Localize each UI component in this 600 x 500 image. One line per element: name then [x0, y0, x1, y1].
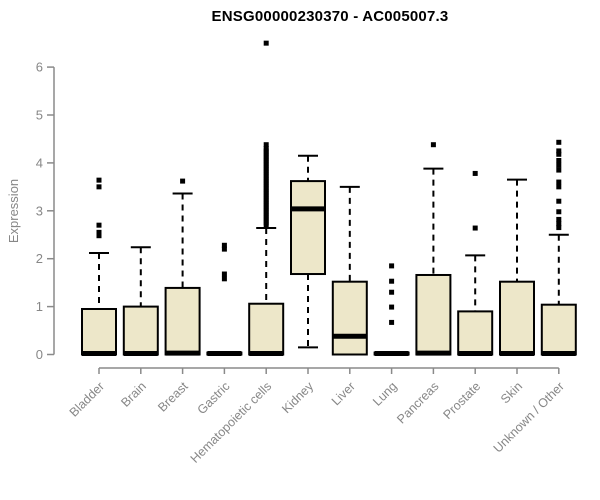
box-hematopoietic-cells — [248, 302, 285, 356]
y-tick-label-2: 2 — [36, 251, 43, 266]
outlier-hematopoietic-cells — [263, 40, 269, 46]
box-brain — [122, 305, 159, 356]
box-unknown-other — [540, 303, 577, 356]
box-liver — [331, 280, 368, 356]
outlier-pancreas — [430, 142, 436, 148]
x-tick-label-lung: Lung — [370, 379, 400, 409]
outlier-unknown-other — [556, 148, 562, 154]
outlier-unknown-other — [556, 162, 562, 168]
chart-title: ENSG00000230370 - AC005007.3 — [211, 8, 449, 25]
outlier-unknown-other — [556, 221, 562, 227]
x-tick-label-breast: Breast — [155, 379, 191, 415]
y-tick-label-5: 5 — [36, 108, 43, 123]
outlier-unknown-other — [556, 167, 562, 173]
x-tick-label-unknown-other: Unknown / Other — [491, 379, 567, 455]
outlier-unknown-other — [556, 179, 562, 185]
x-tick-label-brain: Brain — [118, 379, 149, 410]
box-bladder — [81, 307, 117, 356]
outlier-hematopoietic-cells — [263, 146, 269, 152]
y-tick-label-4: 4 — [36, 155, 43, 170]
outlier-breast — [180, 178, 186, 184]
x-tick-label-prostate: Prostate — [440, 379, 483, 422]
outlier-unknown-other — [556, 158, 562, 164]
outlier-bladder — [96, 229, 102, 235]
outlier-lung — [389, 263, 395, 269]
x-tick-label-pancreas: Pancreas — [394, 379, 441, 426]
box-pancreas — [415, 273, 452, 356]
y-tick-label-1: 1 — [36, 299, 43, 314]
outlier-bladder — [96, 184, 102, 190]
outlier-gastric — [221, 276, 227, 282]
outlier-unknown-other — [556, 225, 562, 231]
outlier-gastric — [221, 242, 227, 248]
x-tick-label-kidney: Kidney — [279, 379, 316, 416]
outlier-lung — [389, 319, 395, 325]
box-skin — [499, 280, 535, 356]
outlier-unknown-other — [556, 151, 562, 157]
outlier-gastric — [221, 246, 227, 252]
outlier-gastric — [221, 271, 227, 277]
outlier-lung — [389, 278, 395, 284]
outlier-lung — [389, 304, 395, 310]
outlier-unknown-other — [556, 216, 562, 222]
outlier-prostate — [472, 225, 478, 231]
outlier-lung — [389, 289, 395, 295]
x-tick-label-skin: Skin — [498, 379, 525, 406]
outlier-bladder — [96, 177, 102, 183]
box-prostate — [457, 310, 494, 356]
y-tick-label-0: 0 — [36, 347, 43, 362]
outlier-unknown-other — [556, 139, 562, 145]
x-tick-label-bladder: Bladder — [67, 379, 107, 419]
outlier-bladder — [96, 222, 102, 228]
box-breast — [164, 286, 201, 356]
outlier-hematopoietic-cells — [263, 142, 269, 148]
box-kidney — [290, 180, 326, 276]
outlier-unknown-other — [556, 184, 562, 190]
outlier-unknown-other — [556, 209, 562, 215]
outlier-bladder — [96, 233, 102, 239]
x-tick-label-liver: Liver — [329, 379, 358, 408]
y-tick-label-6: 6 — [36, 60, 43, 75]
y-tick-label-3: 3 — [36, 203, 43, 218]
x-tick-label-hematopoietic-cells: Hematopoietic cells — [188, 379, 275, 466]
outlier-unknown-other — [556, 198, 562, 204]
x-tick-label-gastric: Gastric — [195, 379, 233, 417]
outlier-prostate — [472, 170, 478, 176]
